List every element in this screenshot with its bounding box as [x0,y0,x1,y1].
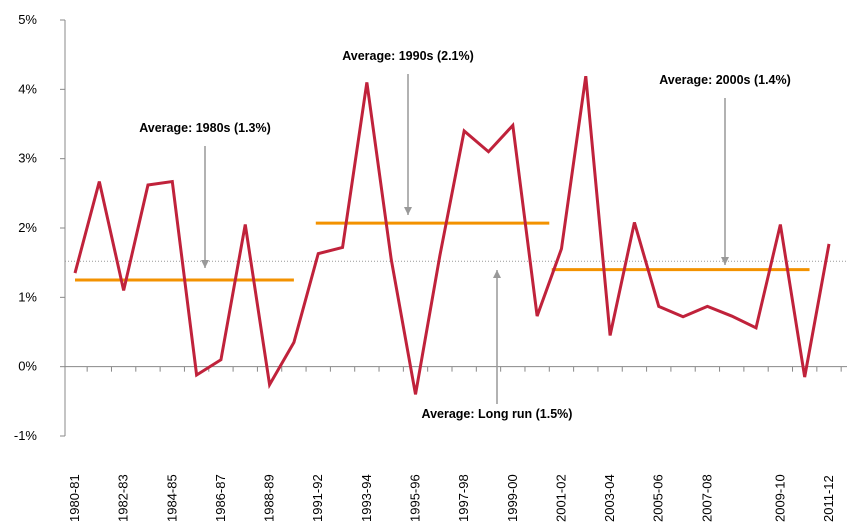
x-tick-label: 2001-02 [553,474,568,522]
x-tick-label: 1988-89 [262,474,277,522]
y-tick-label: 1% [18,289,37,304]
y-tick-label: -1% [14,428,38,443]
arrow-head [201,260,209,268]
x-tick-label: 2007-08 [699,474,714,522]
y-tick-label: 4% [18,81,37,96]
x-tick-label: 1993-94 [359,474,374,522]
y-tick-label: 2% [18,220,37,235]
arrow-head [404,207,412,215]
data-line [73,75,831,395]
y-tick-label: 0% [18,359,37,374]
arrow-head [493,270,501,278]
annotation: Average: 1980s (1.3%) [139,121,271,135]
x-tick-label: 1980-81 [67,474,82,522]
x-tick-label: 1999-00 [505,474,520,522]
x-tick-label: 2011-12 [821,475,836,522]
y-tick-label: 3% [18,151,37,166]
annotation: Average: 1990s (2.1%) [342,49,474,63]
x-tick-label: 1986-87 [213,474,228,522]
x-tick-label: 1991-92 [310,474,325,522]
x-tick-label: 2009-10 [772,474,787,522]
annotation: Average: Long run (1.5%) [422,407,573,421]
x-tick-label: 2005-06 [651,474,666,522]
annotation: Average: 2000s (1.4%) [659,73,791,87]
x-tick-label: 2003-04 [602,474,617,522]
x-tick-label: 1997-98 [456,474,471,522]
x-tick-label: 1982-83 [116,474,131,522]
x-tick-label: 1995-96 [408,474,423,522]
x-tick-label: 1984-85 [164,474,179,522]
arrow-head [721,257,729,265]
y-tick-label: 5% [18,12,37,27]
